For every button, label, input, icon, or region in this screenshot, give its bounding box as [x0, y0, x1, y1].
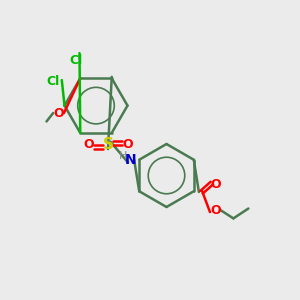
Text: O: O	[53, 106, 64, 120]
Text: N: N	[125, 153, 136, 166]
Text: O: O	[210, 204, 221, 217]
Text: H: H	[119, 151, 127, 161]
Text: O: O	[122, 138, 133, 151]
Text: O: O	[83, 138, 94, 151]
Text: Cl: Cl	[70, 54, 83, 67]
Text: O: O	[210, 178, 221, 191]
Text: Cl: Cl	[47, 75, 60, 88]
Text: S: S	[103, 137, 113, 152]
